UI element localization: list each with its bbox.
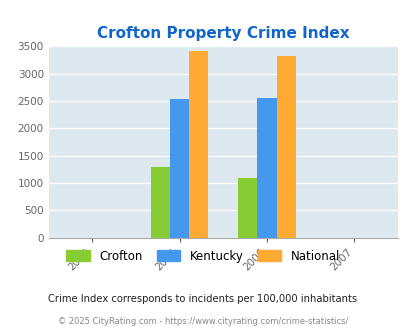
Bar [170,99,189,238]
Bar [257,98,276,238]
Bar [276,56,295,238]
Text: Crime Index corresponds to incidents per 100,000 inhabitants: Crime Index corresponds to incidents per… [48,294,357,304]
Legend: Crofton, Kentucky, National: Crofton, Kentucky, National [62,246,343,266]
Title: Crofton Property Crime Index: Crofton Property Crime Index [97,26,349,41]
Bar [189,50,208,238]
Bar [238,178,257,238]
Bar [151,167,170,238]
Text: © 2025 CityRating.com - https://www.cityrating.com/crime-statistics/: © 2025 CityRating.com - https://www.city… [58,317,347,326]
